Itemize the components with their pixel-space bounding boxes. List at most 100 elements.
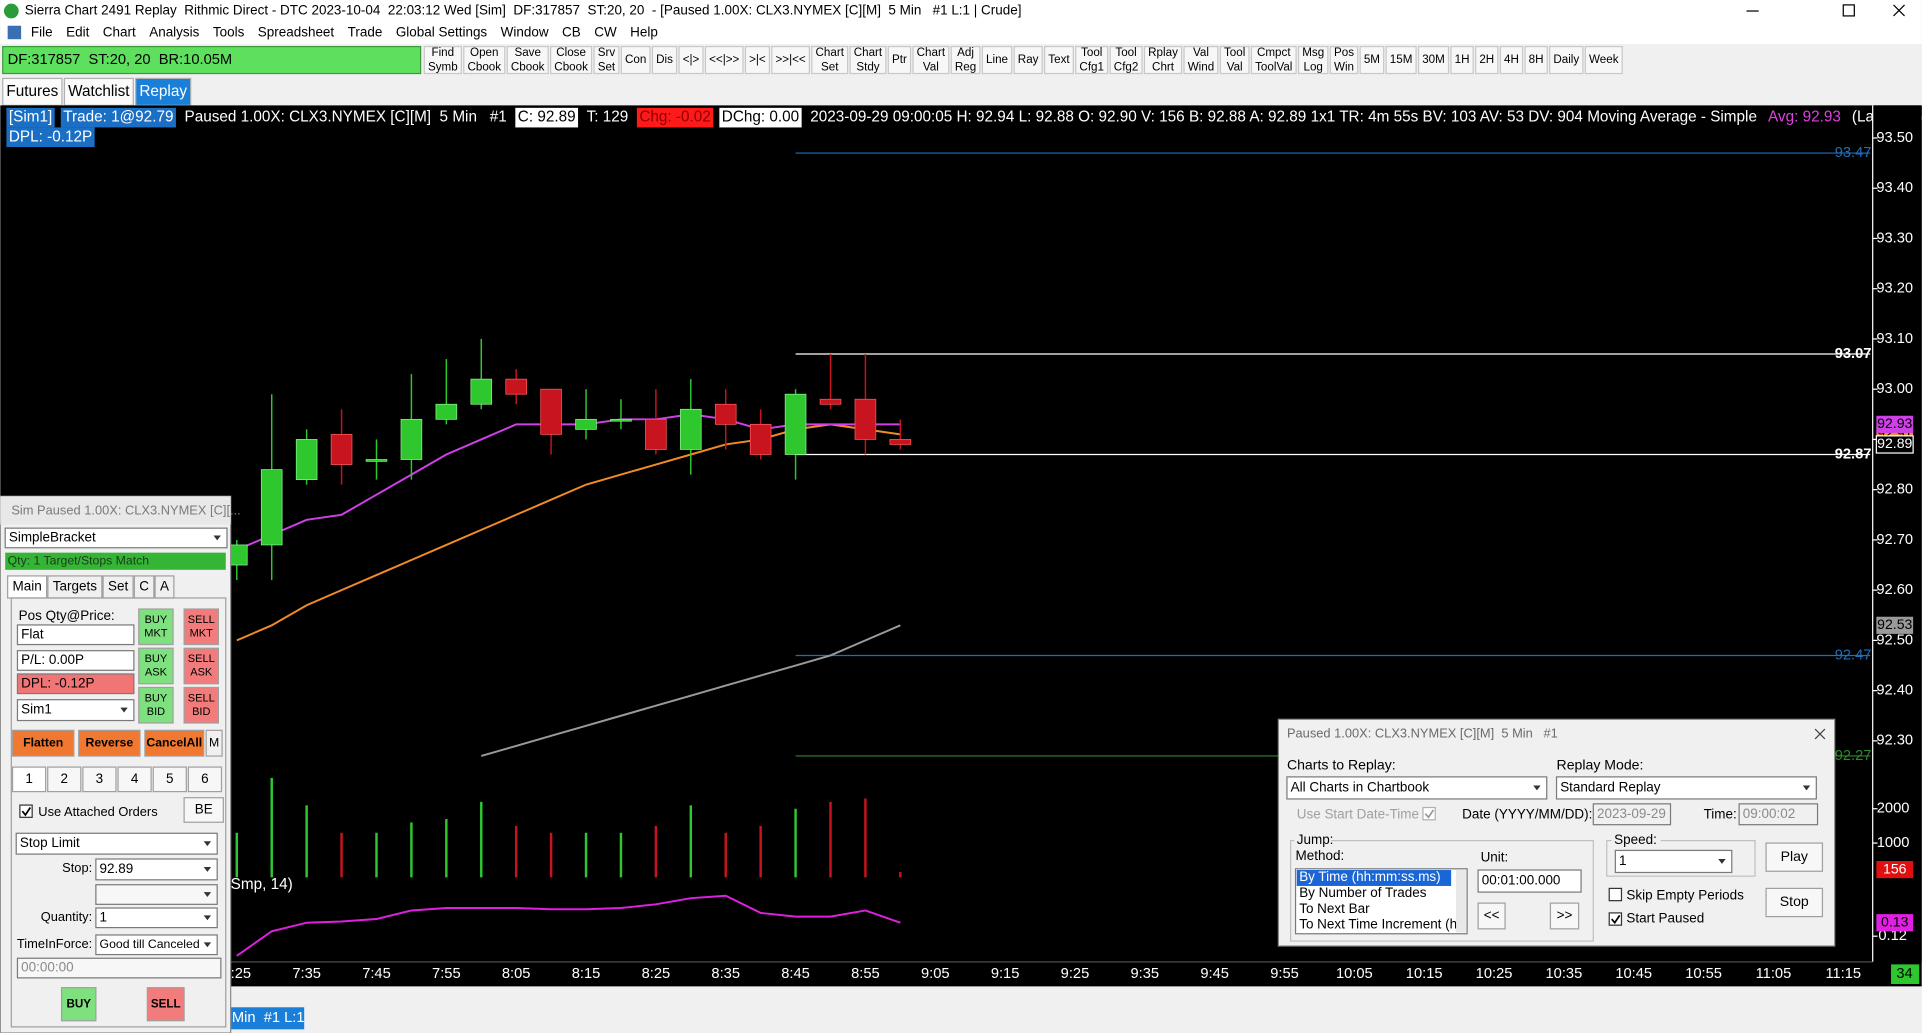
toolbar-button[interactable] xyxy=(1584,45,1623,75)
menu-item[interactable]: Window xyxy=(501,25,549,40)
side-button[interactable] xyxy=(138,647,174,685)
toolbar-button[interactable] xyxy=(506,45,549,75)
time-field[interactable] xyxy=(1738,803,1819,826)
tab[interactable] xyxy=(63,77,134,106)
chart-header-item: T: 129 xyxy=(587,109,629,126)
toolbar-button[interactable] xyxy=(981,45,1013,75)
quantity-button[interactable] xyxy=(187,766,223,793)
back-button[interactable] xyxy=(1477,902,1506,930)
action-button[interactable] xyxy=(144,729,205,757)
side-button[interactable] xyxy=(183,608,220,646)
toolbar-button[interactable] xyxy=(1499,45,1524,75)
quantity-button[interactable] xyxy=(82,766,117,793)
side-button[interactable] xyxy=(138,608,174,646)
candle-body xyxy=(505,378,527,395)
play-button[interactable] xyxy=(1765,842,1824,872)
toolbar-button[interactable] xyxy=(1183,45,1219,75)
forward-button[interactable] xyxy=(1549,902,1580,930)
action-button[interactable] xyxy=(11,729,75,757)
order-type-select[interactable] xyxy=(15,832,218,855)
quantity-button[interactable] xyxy=(11,766,47,793)
secondary-price[interactable] xyxy=(95,884,218,905)
toolbar-button[interactable] xyxy=(651,45,678,75)
toolbar-button[interactable] xyxy=(1250,45,1297,75)
action-button[interactable] xyxy=(205,729,223,757)
toolbar-button[interactable] xyxy=(620,45,651,75)
time-field[interactable] xyxy=(16,957,222,979)
toolbar-button[interactable] xyxy=(1475,45,1499,75)
side-button[interactable] xyxy=(138,686,174,724)
menu-item[interactable]: Trade xyxy=(348,25,383,40)
chart-tab[interactable] xyxy=(228,1007,305,1030)
side-button[interactable] xyxy=(183,686,220,724)
toolbar-button[interactable] xyxy=(1044,45,1074,75)
menu-item[interactable]: Tools xyxy=(213,25,245,40)
toolbar-button[interactable] xyxy=(1385,45,1417,75)
toolbar-button[interactable] xyxy=(593,45,620,75)
menu-item[interactable]: Edit xyxy=(66,25,89,40)
toolbar-button[interactable] xyxy=(463,45,506,75)
skip-label: Skip Empty Periods xyxy=(1626,887,1744,902)
quantity-button[interactable] xyxy=(117,766,152,793)
toolbar-button[interactable] xyxy=(1013,45,1043,75)
toolbar-button[interactable] xyxy=(1549,45,1584,75)
template-select[interactable] xyxy=(4,527,228,549)
dpl-field[interactable] xyxy=(16,673,135,695)
menu-item[interactable]: Analysis xyxy=(149,25,199,40)
toolbar-button[interactable] xyxy=(1143,45,1183,75)
toolbar-button[interactable] xyxy=(1109,45,1143,75)
toolbar-button[interactable] xyxy=(1359,45,1385,75)
buy-button[interactable] xyxy=(60,987,97,1022)
toolbar-button[interactable] xyxy=(771,45,810,75)
toolbar-button[interactable] xyxy=(849,45,887,75)
menu-item[interactable]: Chart xyxy=(103,25,136,40)
menu-item[interactable]: CB xyxy=(562,25,581,40)
charts-select[interactable] xyxy=(1286,776,1548,800)
quantity-button[interactable] xyxy=(47,766,82,793)
toolbar-label: Dis xyxy=(656,53,673,66)
unit-field[interactable] xyxy=(1477,869,1582,893)
action-button[interactable] xyxy=(78,729,141,757)
be-button[interactable] xyxy=(183,797,224,823)
quantity-field[interactable] xyxy=(95,907,218,929)
menu-item[interactable]: CW xyxy=(594,25,617,40)
toolbar-button[interactable] xyxy=(423,45,462,75)
toolbar-button[interactable] xyxy=(887,45,912,75)
toolbar-button[interactable] xyxy=(550,45,593,75)
stop-field[interactable] xyxy=(95,858,218,881)
sell-button[interactable] xyxy=(146,987,185,1022)
mode-select[interactable] xyxy=(1555,776,1817,800)
toolbar-button[interactable] xyxy=(744,45,771,75)
menu-item[interactable]: Spreadsheet xyxy=(258,25,335,40)
tif-select[interactable] xyxy=(95,934,218,956)
stop-button[interactable] xyxy=(1765,887,1824,918)
menu-item[interactable]: Help xyxy=(630,25,658,40)
toolbar-button[interactable] xyxy=(704,45,744,75)
position-field[interactable] xyxy=(16,624,135,646)
charts-select-value: All Charts in Chartbook xyxy=(1291,779,1430,794)
toolbar-button[interactable] xyxy=(1524,45,1548,75)
toolbar-button[interactable] xyxy=(811,45,849,75)
account-select[interactable] xyxy=(16,699,135,722)
skip-checkbox[interactable] xyxy=(1608,887,1623,902)
side-button[interactable] xyxy=(183,647,220,685)
quantity-button[interactable] xyxy=(152,766,187,793)
toolbar-button[interactable] xyxy=(1450,45,1474,75)
menu-item[interactable]: File xyxy=(31,25,53,40)
toolbar-button[interactable] xyxy=(950,45,981,75)
toolbar-button[interactable] xyxy=(1075,45,1109,75)
x-tick-label: 11:15 xyxy=(1825,966,1861,982)
menu-item[interactable]: Global Settings xyxy=(396,25,488,40)
toolbar-button[interactable] xyxy=(1297,45,1329,75)
pl-field[interactable] xyxy=(16,650,135,671)
toolbar-button[interactable] xyxy=(678,45,704,75)
volume-end-label-text: 156 xyxy=(1883,860,1907,876)
toolbar-button[interactable] xyxy=(1329,45,1359,75)
toolbar-button[interactable] xyxy=(1219,45,1250,75)
toolbar-button[interactable] xyxy=(1417,45,1450,75)
toolbar-label: 4H xyxy=(1504,53,1519,66)
date-field[interactable] xyxy=(1592,803,1672,826)
speed-field[interactable] xyxy=(1614,849,1733,874)
x-tick-label: 8:55 xyxy=(851,966,880,982)
toolbar-button[interactable] xyxy=(912,45,950,75)
